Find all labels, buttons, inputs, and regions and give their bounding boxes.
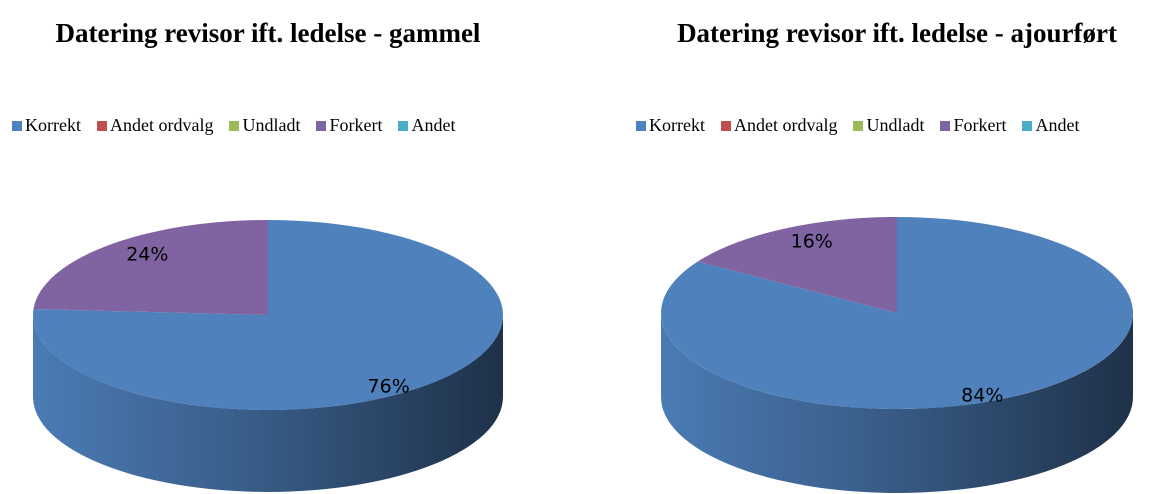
legend-swatch bbox=[229, 120, 240, 131]
legend-swatch bbox=[636, 120, 646, 131]
legend-swatch bbox=[12, 120, 22, 131]
legend-label: Undladt bbox=[866, 115, 925, 135]
legend-item: Andet bbox=[398, 115, 455, 136]
legend-item: Forkert bbox=[940, 115, 1006, 136]
legend-item: Korrekt bbox=[636, 115, 705, 136]
pie: 76% 24% bbox=[33, 220, 504, 492]
legend-item: Andet bbox=[1022, 115, 1079, 136]
legend-item: Undladt bbox=[229, 115, 300, 136]
chart-title: Datering revisor ift. ledelse - gammel bbox=[55, 18, 481, 48]
data-label: 16% bbox=[791, 230, 833, 252]
data-label: 84% bbox=[961, 385, 1003, 407]
legend-item: Korrekt bbox=[12, 115, 81, 136]
legend-item: Forkert bbox=[316, 115, 382, 136]
pie: 84% 16% bbox=[661, 217, 1133, 493]
pie-slice bbox=[33, 220, 269, 315]
legend-label: Forkert bbox=[953, 115, 1007, 135]
legend-swatch bbox=[853, 120, 864, 131]
legend-label: Korrekt bbox=[25, 115, 81, 135]
pie-slice-side bbox=[33, 315, 503, 492]
legend: Korrekt Andet ordvalg Undladt Forkert Andet bbox=[636, 115, 1079, 136]
legend-item: Undladt bbox=[853, 115, 924, 136]
legend-swatch bbox=[398, 120, 409, 131]
legend-item: Andet ordvalg bbox=[96, 115, 214, 136]
legend-swatch bbox=[720, 120, 731, 131]
data-label: 76% bbox=[368, 375, 410, 397]
data-label: 24% bbox=[126, 244, 168, 266]
legend-label: Forkert bbox=[329, 115, 383, 135]
legend-label: Andet bbox=[411, 115, 456, 135]
legend-label: Korrekt bbox=[649, 115, 705, 135]
legend-swatch bbox=[316, 120, 327, 131]
legend-label: Undladt bbox=[242, 115, 301, 135]
legend-label: Andet ordvalg bbox=[733, 115, 838, 135]
legend-swatch bbox=[96, 120, 107, 131]
pie-slice bbox=[33, 220, 504, 410]
legend-swatch bbox=[940, 120, 951, 131]
chart-title: Datering revisor ift. ledelse - ajourfør… bbox=[677, 18, 1117, 48]
legend-label: Andet bbox=[1035, 115, 1080, 135]
legend-item: Andet ordvalg bbox=[720, 115, 838, 136]
legend-swatch bbox=[1022, 120, 1033, 131]
pie-slice bbox=[697, 217, 897, 313]
legend: Korrekt Andet ordvalg Undladt Forkert Andet bbox=[12, 115, 455, 136]
legend-label: Andet ordvalg bbox=[109, 115, 214, 135]
pie-slice-side bbox=[661, 313, 1133, 493]
